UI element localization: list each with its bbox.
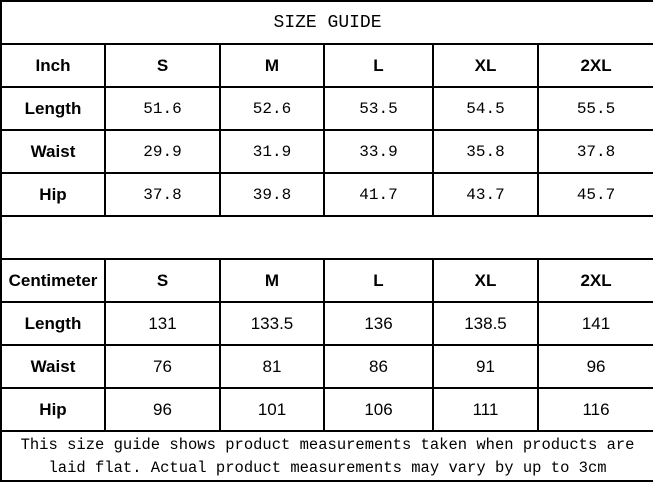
- measure-value: 35.8: [432, 129, 539, 174]
- measure-value: 96: [104, 387, 221, 432]
- inch-header-row: Inch S M L XL 2XL: [0, 43, 653, 88]
- measure-value: 31.9: [219, 129, 325, 174]
- measure-value: 45.7: [536, 172, 653, 217]
- measure-label: Hip: [0, 172, 106, 217]
- centimeter-row-waist: Waist 76 81 86 91 96: [0, 344, 653, 389]
- size-header-2xl: 2XL: [536, 258, 653, 303]
- inch-row-waist: Waist 29.9 31.9 33.9 35.8 37.8: [0, 129, 653, 174]
- measure-value: 91: [432, 344, 539, 389]
- measure-value: 96: [536, 344, 653, 389]
- measure-value: 133.5: [219, 301, 325, 346]
- measure-value: 106: [323, 387, 434, 432]
- size-header-2xl: 2XL: [536, 43, 653, 88]
- size-header-l: L: [323, 43, 434, 88]
- spacer-row: [0, 215, 653, 260]
- measure-value: 131: [104, 301, 221, 346]
- centimeter-header-row: Centimeter S M L XL 2XL: [0, 258, 653, 303]
- measure-label: Waist: [0, 129, 106, 174]
- inch-row-length: Length 51.6 52.6 53.5 54.5 55.5: [0, 86, 653, 131]
- measure-value: 39.8: [219, 172, 325, 217]
- measure-label: Hip: [0, 387, 106, 432]
- inch-row-hip: Hip 37.8 39.8 41.7 43.7 45.7: [0, 172, 653, 217]
- note-row: This size guide shows product measuremen…: [0, 430, 653, 482]
- size-header-xl: XL: [432, 43, 539, 88]
- measure-value: 52.6: [219, 86, 325, 131]
- measure-value: 37.8: [104, 172, 221, 217]
- measure-value: 81: [219, 344, 325, 389]
- note-text: This size guide shows product measuremen…: [20, 436, 635, 477]
- centimeter-row-hip: Hip 96 101 106 111 116: [0, 387, 653, 432]
- size-header-s: S: [104, 43, 221, 88]
- size-header-s: S: [104, 258, 221, 303]
- measure-value: 86: [323, 344, 434, 389]
- measure-value: 51.6: [104, 86, 221, 131]
- inch-unit-label: Inch: [0, 43, 106, 88]
- measure-value: 136: [323, 301, 434, 346]
- measure-value: 54.5: [432, 86, 539, 131]
- size-header-l: L: [323, 258, 434, 303]
- measure-value: 141: [536, 301, 653, 346]
- note-cell: This size guide shows product measuremen…: [0, 430, 653, 482]
- measure-value: 43.7: [432, 172, 539, 217]
- measure-label: Length: [0, 86, 106, 131]
- measure-value: 138.5: [432, 301, 539, 346]
- measure-value: 41.7: [323, 172, 434, 217]
- table-title: SIZE GUIDE: [0, 0, 653, 45]
- size-guide-table: SIZE GUIDE Inch S M L XL 2XL Length 51.6 52.6 53.5…: [0, 0, 653, 482]
- measure-value: 29.9: [104, 129, 221, 174]
- measure-value: 33.9: [323, 129, 434, 174]
- size-header-xl: XL: [432, 258, 539, 303]
- measure-value: 111: [432, 387, 539, 432]
- measure-value: 55.5: [536, 86, 653, 131]
- centimeter-row-length: Length 131 133.5 136 138.5 141: [0, 301, 653, 346]
- spacer-cell: [0, 215, 653, 260]
- size-header-m: M: [219, 43, 325, 88]
- title-row: SIZE GUIDE: [0, 0, 653, 45]
- centimeter-unit-label: Centimeter: [0, 258, 106, 303]
- measure-value: 76: [104, 344, 221, 389]
- measure-value: 37.8: [536, 129, 653, 174]
- size-header-m: M: [219, 258, 325, 303]
- measure-label: Length: [0, 301, 106, 346]
- measure-value: 53.5: [323, 86, 434, 131]
- measure-label: Waist: [0, 344, 106, 389]
- measure-value: 101: [219, 387, 325, 432]
- measure-value: 116: [536, 387, 653, 432]
